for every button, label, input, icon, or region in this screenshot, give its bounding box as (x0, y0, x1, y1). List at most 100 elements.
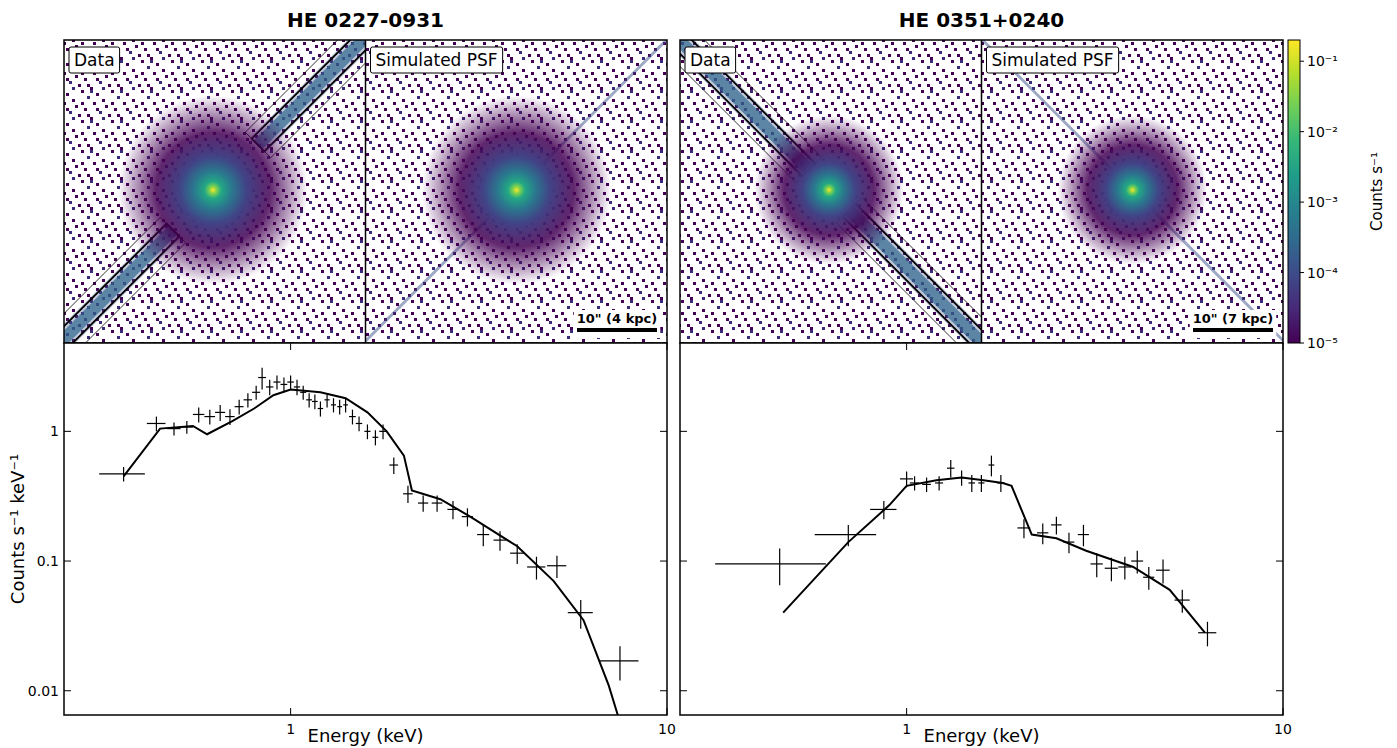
scale-bar-label: 10" (7 kpc) (1193, 311, 1274, 326)
image-divider (981, 40, 983, 343)
image-label: Simulated PSF (992, 50, 1114, 70)
source (754, 115, 904, 265)
plot-area (99, 368, 638, 715)
source (1058, 115, 1208, 265)
image-psf (982, 40, 1284, 343)
x-error-bar (287, 381, 294, 382)
image-label-box (69, 47, 120, 73)
x-error-bar (273, 381, 280, 382)
y-error-bar (619, 646, 620, 680)
x-error-bar (331, 404, 336, 405)
x-error-bar (389, 464, 398, 465)
y-tick (660, 690, 667, 691)
y-tick (680, 690, 687, 691)
y-error-bar (1042, 523, 1043, 544)
scale-bar (577, 328, 657, 332)
colorbar-tick-label: 10⁻⁴ (1307, 265, 1338, 281)
x-error-bar (258, 377, 266, 378)
x-error-bar (364, 431, 370, 432)
image-psf (366, 40, 668, 343)
model-line (783, 478, 1205, 633)
psf-streak (366, 40, 668, 343)
x-error-bar (252, 392, 260, 393)
x-tick (667, 708, 668, 715)
image-label: Data (74, 50, 115, 70)
y-tick (64, 431, 71, 432)
psf-streak (982, 40, 1284, 343)
x-error-bar (922, 484, 931, 485)
source (118, 95, 308, 285)
x-error-bar (99, 473, 145, 474)
x-error-bar (306, 399, 312, 400)
colorbar (1288, 40, 1300, 343)
x-error-bar (900, 478, 913, 479)
x-error-bar (244, 399, 252, 400)
x-axis-title: Energy (keV) (924, 725, 1040, 746)
x-error-bar (1051, 524, 1061, 525)
x-error-bar (193, 414, 204, 415)
x-error-bar (715, 563, 826, 564)
x-error-bar (547, 565, 566, 566)
x-error-bar (356, 423, 362, 424)
x-error-bar (1090, 563, 1102, 564)
y-tick (1276, 561, 1283, 562)
y-tick (64, 561, 71, 562)
image-label-box (371, 47, 503, 73)
x-error-bar (215, 412, 225, 413)
plot-area (715, 456, 1216, 647)
y-error-bar (407, 486, 408, 503)
y-tick (1276, 431, 1283, 432)
x-error-bar (1078, 534, 1089, 535)
x-tick (1283, 708, 1284, 715)
y-error-bar (536, 557, 537, 580)
x-tick (290, 343, 291, 350)
y-tick-label: 0.1 (37, 553, 59, 569)
y-tick (680, 431, 687, 432)
scale-bar-label: 10" (4 kpc) (577, 311, 658, 326)
image-data (680, 40, 982, 343)
x-error-bar (599, 660, 638, 661)
x-error-bar (318, 408, 323, 409)
x-error-bar (418, 502, 428, 503)
x-error-bar (432, 502, 443, 503)
image-frame (64, 40, 667, 343)
x-error-bar (147, 423, 166, 424)
y-error-bar (1023, 519, 1024, 538)
colorbar-tick (1300, 202, 1304, 203)
x-error-bar (968, 482, 975, 483)
colorbar-tick-label: 10⁻² (1307, 124, 1338, 140)
image-label: Data (690, 50, 731, 70)
y-error-bar (1124, 557, 1125, 580)
y-error-bar (1111, 558, 1112, 581)
plot-frame (64, 343, 667, 715)
x-error-bar (978, 482, 984, 483)
image-label-box (987, 47, 1119, 73)
x-error-bar (527, 566, 545, 567)
colorbar-tick (1300, 61, 1304, 62)
x-error-bar (343, 404, 348, 405)
x-error-bar (225, 416, 234, 417)
y-error-bar (950, 460, 951, 477)
y-error-bar (467, 508, 468, 526)
x-error-bar (1037, 532, 1048, 533)
colorbar-tick (1300, 343, 1304, 344)
x-tick (1283, 343, 1284, 350)
colorbar-tick-label: 10⁻³ (1307, 194, 1338, 210)
y-tick-label: 1 (50, 423, 59, 439)
y-tick (64, 690, 71, 691)
colorbar-label: Counts s⁻¹ (1368, 152, 1386, 231)
x-axis-title: Energy (keV) (308, 725, 424, 746)
x-error-bar (337, 406, 342, 407)
x-error-bar (372, 437, 378, 438)
y-error-bar (1148, 567, 1149, 590)
y-error-bar (1056, 517, 1057, 535)
x-error-bar (1156, 570, 1170, 571)
x-tick (906, 708, 907, 715)
y-error-bar (991, 456, 992, 477)
x-tick-label: 10 (1274, 721, 1292, 737)
y-axis-title: Counts s⁻¹ keV⁻¹ (7, 454, 28, 604)
y-error-bar (1182, 590, 1183, 613)
x-error-bar (349, 416, 356, 417)
x-error-bar (1131, 560, 1143, 561)
y-error-bar (1207, 622, 1208, 647)
